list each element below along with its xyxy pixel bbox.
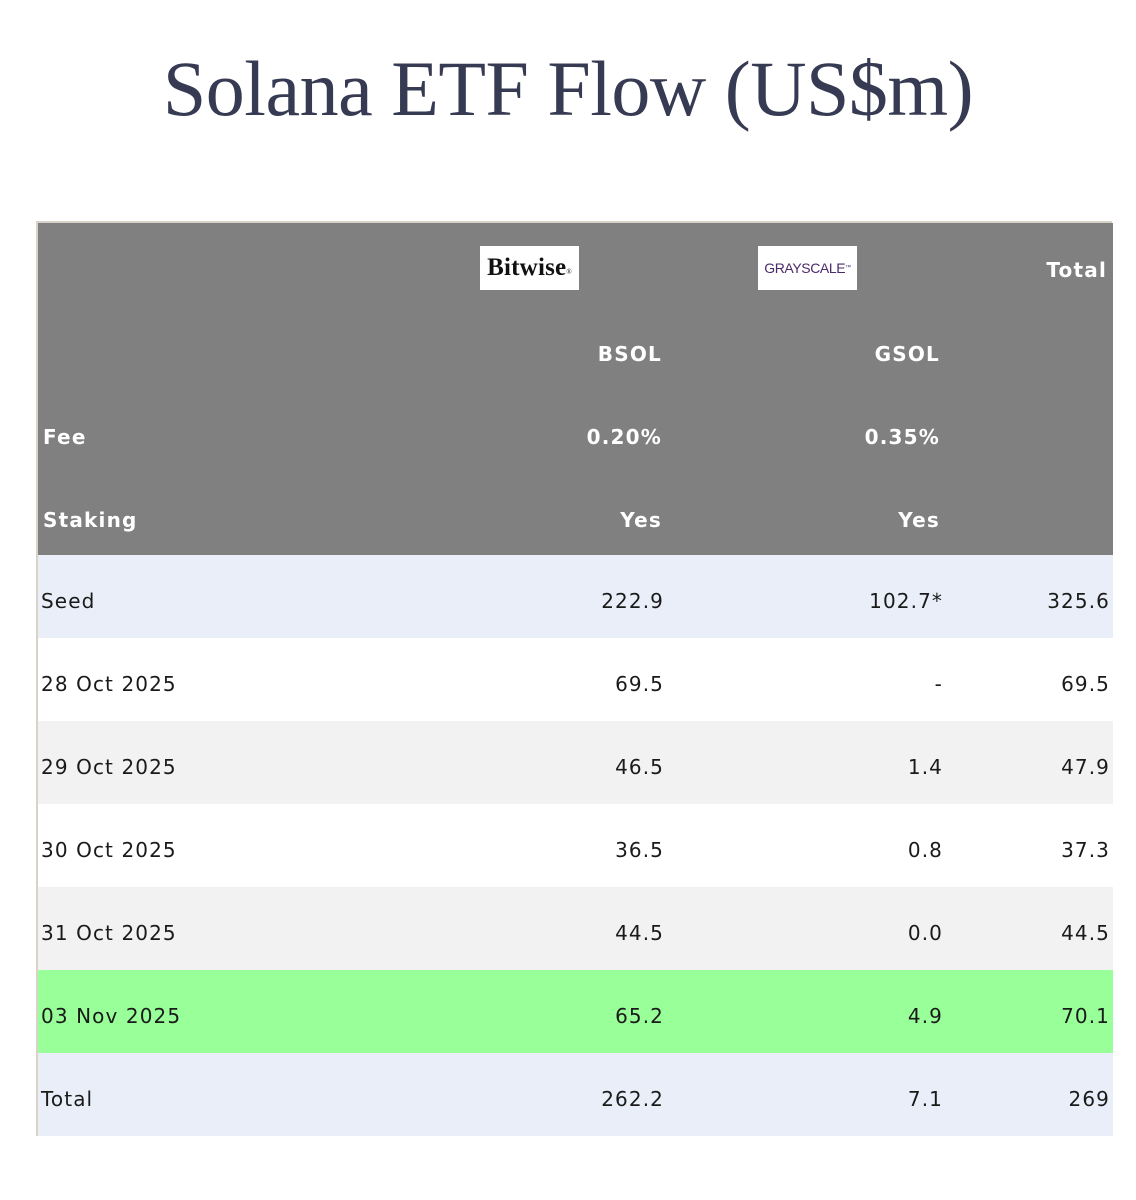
row-gsol-value: -: [934, 672, 943, 696]
row-label: 29 Oct 2025: [41, 755, 177, 779]
row-bsol-value: 65.2: [615, 1004, 664, 1028]
grayscale-logo-text: GRAYSCALE: [764, 260, 846, 276]
table-row-28-oct: 28 Oct 2025 69.5 - 69.5: [38, 638, 1113, 721]
row-gsol-value: 4.9: [907, 1004, 943, 1028]
row-bsol-value: 44.5: [615, 921, 664, 945]
row-bsol-value: 69.5: [615, 672, 664, 696]
grayscale-logo: GRAYSCALE ™: [758, 246, 857, 290]
row-total-value: 37.3: [1061, 838, 1110, 862]
row-total-value: 70.1: [1061, 1004, 1110, 1028]
header-row-tickers: BSOL GSOL: [38, 313, 1113, 396]
table-row-seed: Seed 222.9 102.7* 325.6: [38, 555, 1113, 638]
bitwise-logo-text: Bitwise: [487, 254, 567, 281]
table-row-total: Total 262.2 7.1 269: [38, 1053, 1113, 1136]
row-label: 28 Oct 2025: [41, 672, 177, 696]
row-total-value: 269: [1068, 1087, 1110, 1111]
row-total-value: 44.5: [1061, 921, 1110, 945]
header-row-logos: Bitwise ® GRAYSCALE ™ Total: [38, 223, 1113, 306]
row-label: 31 Oct 2025: [41, 921, 177, 945]
table-row-29-oct: 29 Oct 2025 46.5 1.4 47.9: [38, 721, 1113, 804]
bitwise-logo: Bitwise ®: [480, 246, 579, 290]
table-row-31-oct: 31 Oct 2025 44.5 0.0 44.5: [38, 887, 1113, 970]
page-title: Solana ETF Flow (US$m): [162, 45, 974, 132]
row-label: 03 Nov 2025: [41, 1004, 182, 1028]
table-row-30-oct: 30 Oct 2025 36.5 0.8 37.3: [38, 804, 1113, 887]
row-bsol-value: 262.2: [601, 1087, 664, 1111]
row-label: Seed: [41, 589, 96, 613]
ticker-gsol: GSOL: [874, 342, 940, 366]
fee-bsol: 0.20%: [586, 425, 662, 449]
staking-gsol: Yes: [898, 508, 940, 532]
header-row-staking: Staking Yes Yes: [38, 479, 1113, 562]
row-bsol-value: 46.5: [615, 755, 664, 779]
row-total-value: 47.9: [1061, 755, 1110, 779]
staking-label: Staking: [43, 508, 138, 532]
ticker-bsol: BSOL: [597, 342, 662, 366]
fee-label: Fee: [43, 425, 87, 449]
row-gsol-value: 7.1: [907, 1087, 943, 1111]
row-gsol-value: 0.0: [907, 921, 943, 945]
row-label: Total: [41, 1087, 94, 1111]
row-bsol-value: 36.5: [615, 838, 664, 862]
row-bsol-value: 222.9: [601, 589, 664, 613]
row-gsol-value: 1.4: [907, 755, 943, 779]
table-header: Bitwise ® GRAYSCALE ™ Total BSOL GSOL Fee …: [38, 223, 1113, 555]
header-row-fee: Fee 0.20% 0.35%: [38, 396, 1113, 479]
row-label: 30 Oct 2025: [41, 838, 177, 862]
row-gsol-value: 0.8: [907, 838, 943, 862]
fee-gsol: 0.35%: [864, 425, 940, 449]
row-gsol-value: 102.7*: [869, 589, 943, 613]
staking-bsol: Yes: [620, 508, 662, 532]
header-total-label: Total: [1046, 258, 1107, 282]
table-row-03-nov: 03 Nov 2025 65.2 4.9 70.1: [38, 970, 1113, 1053]
etf-flow-table: Bitwise ® GRAYSCALE ™ Total BSOL GSOL Fee …: [38, 223, 1113, 1136]
row-total-value: 69.5: [1061, 672, 1110, 696]
row-total-value: 325.6: [1047, 589, 1110, 613]
